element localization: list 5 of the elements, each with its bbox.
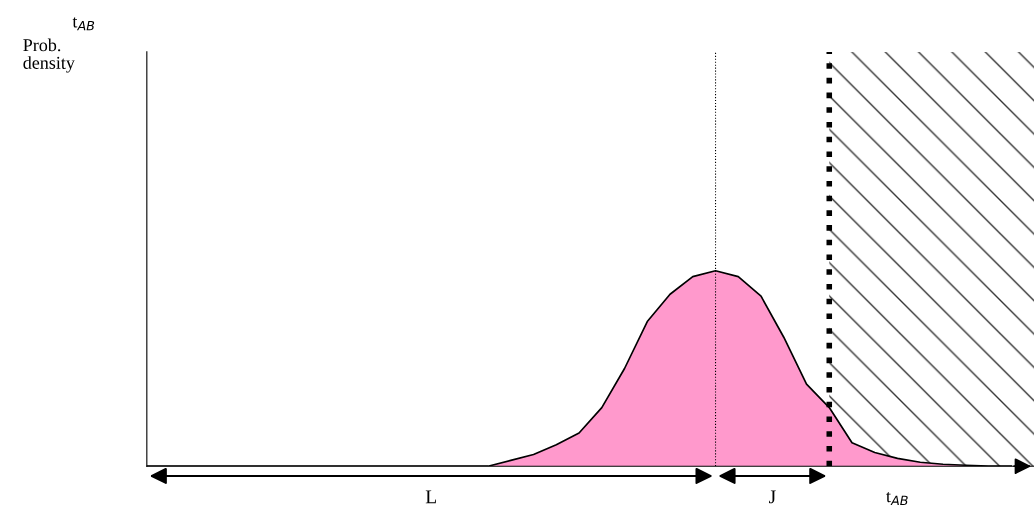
text: J xyxy=(769,490,776,504)
x-axis-title: t$_{AB}$ xyxy=(886,491,908,506)
text: Prob. density xyxy=(23,38,75,73)
chart-title: t$_{AB}$ xyxy=(72,17,95,31)
text: L xyxy=(425,490,436,504)
